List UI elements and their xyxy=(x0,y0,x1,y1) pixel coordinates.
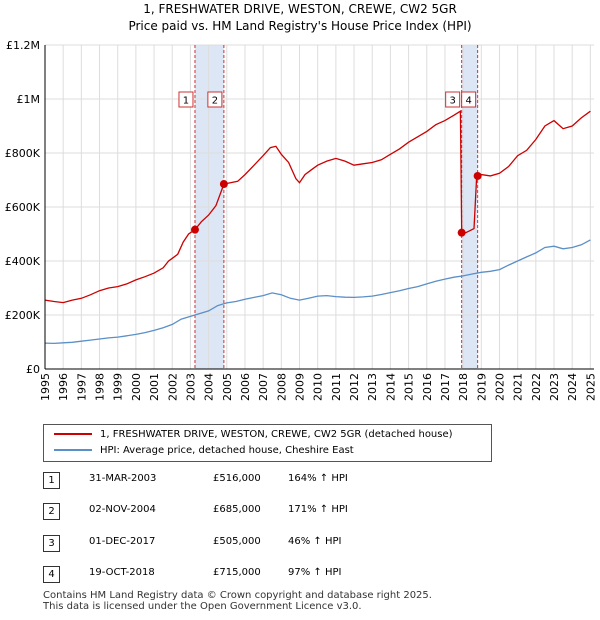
x-tick-label: 2025 xyxy=(584,373,597,401)
x-tick-label: 2008 xyxy=(275,373,288,401)
x-tick-label: 2006 xyxy=(239,373,252,401)
x-tick-label: 2012 xyxy=(348,373,361,401)
x-tick-label: 1996 xyxy=(57,373,70,401)
x-tick-label: 2015 xyxy=(403,373,416,401)
x-tick-label: 2005 xyxy=(221,373,234,401)
sale-hpi-change: 164% ↑ HPI xyxy=(288,473,348,484)
y-tick-label: £1M xyxy=(17,93,41,106)
x-tick-label: 1997 xyxy=(75,373,88,401)
hpi-line xyxy=(44,239,591,345)
x-tick-label: 2022 xyxy=(530,373,543,401)
sale-date: 01-DEC-2017 xyxy=(89,536,156,547)
x-tick-label: 2017 xyxy=(439,373,452,401)
y-tick-label: £200K xyxy=(5,309,41,322)
sale-number-badge: 4 xyxy=(43,566,60,583)
x-tick-label: 2016 xyxy=(421,373,434,401)
x-tick-label: 2011 xyxy=(330,373,343,401)
sale-point xyxy=(190,225,199,234)
sale-row: 4 19-OCT-2018 £715,000 97% ↑ HPI xyxy=(43,566,383,584)
y-tick-label: £400K xyxy=(5,255,41,268)
y-tick-label: £1.2M xyxy=(6,39,40,52)
y-tick-label: £800K xyxy=(5,147,41,160)
y-tick-label: £0 xyxy=(26,363,40,376)
sale-date: 31-MAR-2003 xyxy=(89,473,157,484)
sale-price: £516,000 xyxy=(213,473,261,484)
sale-hpi-change: 97% ↑ HPI xyxy=(288,567,342,578)
y-tick-label: £600K xyxy=(5,201,41,214)
sale-number-badge: 2 xyxy=(43,503,60,520)
sale-price: £685,000 xyxy=(213,504,261,515)
x-tick-label: 2004 xyxy=(203,373,216,401)
sale-label-text: 1 xyxy=(183,96,189,107)
sale-date: 02-NOV-2004 xyxy=(89,504,156,515)
chart-title: 1, FRESHWATER DRIVE, WESTON, CREWE, CW2 … xyxy=(143,2,457,16)
x-tick-label: 1999 xyxy=(112,373,125,401)
x-tick-label: 2000 xyxy=(130,373,143,401)
x-tick-label: 2001 xyxy=(148,373,161,401)
sale-label-text: 3 xyxy=(449,96,455,107)
legend-item-property: 1, FRESHWATER DRIVE, WESTON, CREWE, CW2 … xyxy=(54,427,453,443)
sale-row: 3 01-DEC-2017 £505,000 46% ↑ HPI xyxy=(43,535,383,553)
x-tick-label: 2002 xyxy=(166,373,179,401)
property-price-line xyxy=(44,110,591,304)
sale-point xyxy=(457,228,466,237)
sale-label-box xyxy=(461,91,477,108)
chart-subtitle: Price paid vs. HM Land Registry's House … xyxy=(128,19,472,33)
x-tick-label: 1995 xyxy=(39,373,52,401)
sale-hpi-change: 46% ↑ HPI xyxy=(288,536,342,547)
x-tick-label: 2021 xyxy=(512,373,525,401)
legend-swatch-property xyxy=(54,433,92,435)
sale-row: 2 02-NOV-2004 £685,000 171% ↑ HPI xyxy=(43,503,383,521)
legend: 1, FRESHWATER DRIVE, WESTON, CREWE, CW2 … xyxy=(43,424,492,462)
sale-label-box xyxy=(207,91,223,108)
x-tick-label: 2014 xyxy=(384,373,397,401)
sale-row: 1 31-MAR-2003 £516,000 164% ↑ HPI xyxy=(43,472,383,490)
sale-label-box xyxy=(445,91,461,108)
x-tick-label: 2003 xyxy=(184,373,197,401)
x-tick-label: 2010 xyxy=(312,373,325,401)
sale-label-text: 4 xyxy=(465,96,471,107)
footer-copyright: Contains HM Land Registry data © Crown c… xyxy=(43,590,432,601)
legend-label-hpi: HPI: Average price, detached house, Ches… xyxy=(100,445,354,456)
x-tick-label: 2024 xyxy=(566,373,579,401)
legend-swatch-hpi xyxy=(54,449,92,451)
sale-point xyxy=(219,180,228,189)
footer: Contains HM Land Registry data © Crown c… xyxy=(43,590,432,612)
sale-number-badge: 3 xyxy=(43,535,60,552)
x-tick-label: 2023 xyxy=(548,373,561,401)
price-chart: 1 2 3 4 £0 £200K £400K £600K £800K £1M £1.2M 1995 19… xyxy=(5,39,598,401)
x-tick-label: 2018 xyxy=(457,373,470,401)
footer-licence: This data is licensed under the Open Gov… xyxy=(43,601,362,612)
x-tick-label: 1998 xyxy=(94,373,107,401)
sale-price: £715,000 xyxy=(213,567,261,578)
sale-point xyxy=(473,171,482,180)
x-tick-label: 2009 xyxy=(294,373,307,401)
legend-item-hpi: HPI: Average price, detached house, Ches… xyxy=(54,443,354,459)
sale-label-box xyxy=(178,91,194,108)
sale-hpi-change: 171% ↑ HPI xyxy=(288,504,348,515)
sale-price: £505,000 xyxy=(213,536,261,547)
x-tick-label: 2019 xyxy=(475,373,488,401)
x-tick-label: 2020 xyxy=(493,373,506,401)
x-tick-label: 2013 xyxy=(366,373,379,401)
sale-label-text: 2 xyxy=(212,96,218,107)
sale-date: 19-OCT-2018 xyxy=(89,567,155,578)
legend-label-property: 1, FRESHWATER DRIVE, WESTON, CREWE, CW2 … xyxy=(100,429,453,440)
sale-number-badge: 1 xyxy=(43,472,60,489)
x-tick-label: 2007 xyxy=(257,373,270,401)
